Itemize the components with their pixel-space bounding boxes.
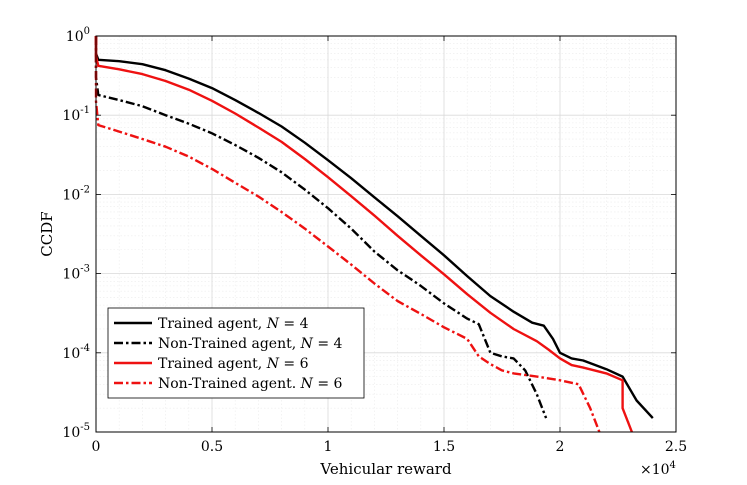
x-tick-label: 1.5 bbox=[433, 439, 455, 455]
series-line-1 bbox=[94, 36, 654, 419]
series-line-4 bbox=[94, 36, 601, 433]
x-tick-label: 1 bbox=[324, 439, 333, 455]
y-tick-label: 10-1 bbox=[62, 105, 90, 124]
legend-label-3: Trained agent, N = 6 bbox=[158, 356, 309, 372]
y-tick-label: 10-3 bbox=[62, 264, 90, 283]
y-axis-label: CCDF bbox=[38, 211, 56, 256]
series-line-3 bbox=[94, 36, 634, 433]
x-tick-label: 2.5 bbox=[665, 439, 687, 455]
series-line-2 bbox=[94, 36, 548, 419]
axis-ticks: 0 0.5 1 1.5 2 2.5 10-5 10-4 10-3 10-2 10-1 100 bbox=[62, 26, 687, 455]
x-axis-multiplier: ×104 bbox=[640, 460, 676, 478]
legend-label-2: Non-Trained agent, N = 4 bbox=[158, 336, 343, 352]
x-tick-label: 2 bbox=[556, 439, 565, 455]
axes-frame bbox=[95, 35, 677, 433]
y-tick-label: 10-4 bbox=[62, 343, 90, 362]
y-tick-label: 100 bbox=[66, 26, 90, 45]
x-tick-label: 0.5 bbox=[201, 439, 223, 455]
y-tick-label: 10-2 bbox=[62, 184, 90, 203]
data-series bbox=[94, 36, 654, 433]
legend-label-1: Trained agent, N = 4 bbox=[158, 316, 309, 332]
x-axis-label: Vehicular reward bbox=[319, 460, 452, 478]
y-tick-label: 10-5 bbox=[62, 422, 90, 441]
legend-label-4: Non-Trained agent. N = 6 bbox=[158, 376, 343, 392]
legend: Trained agent, N = 4 Non-Trained agent, N… bbox=[107, 307, 365, 399]
x-tick-label: 0 bbox=[92, 439, 101, 455]
